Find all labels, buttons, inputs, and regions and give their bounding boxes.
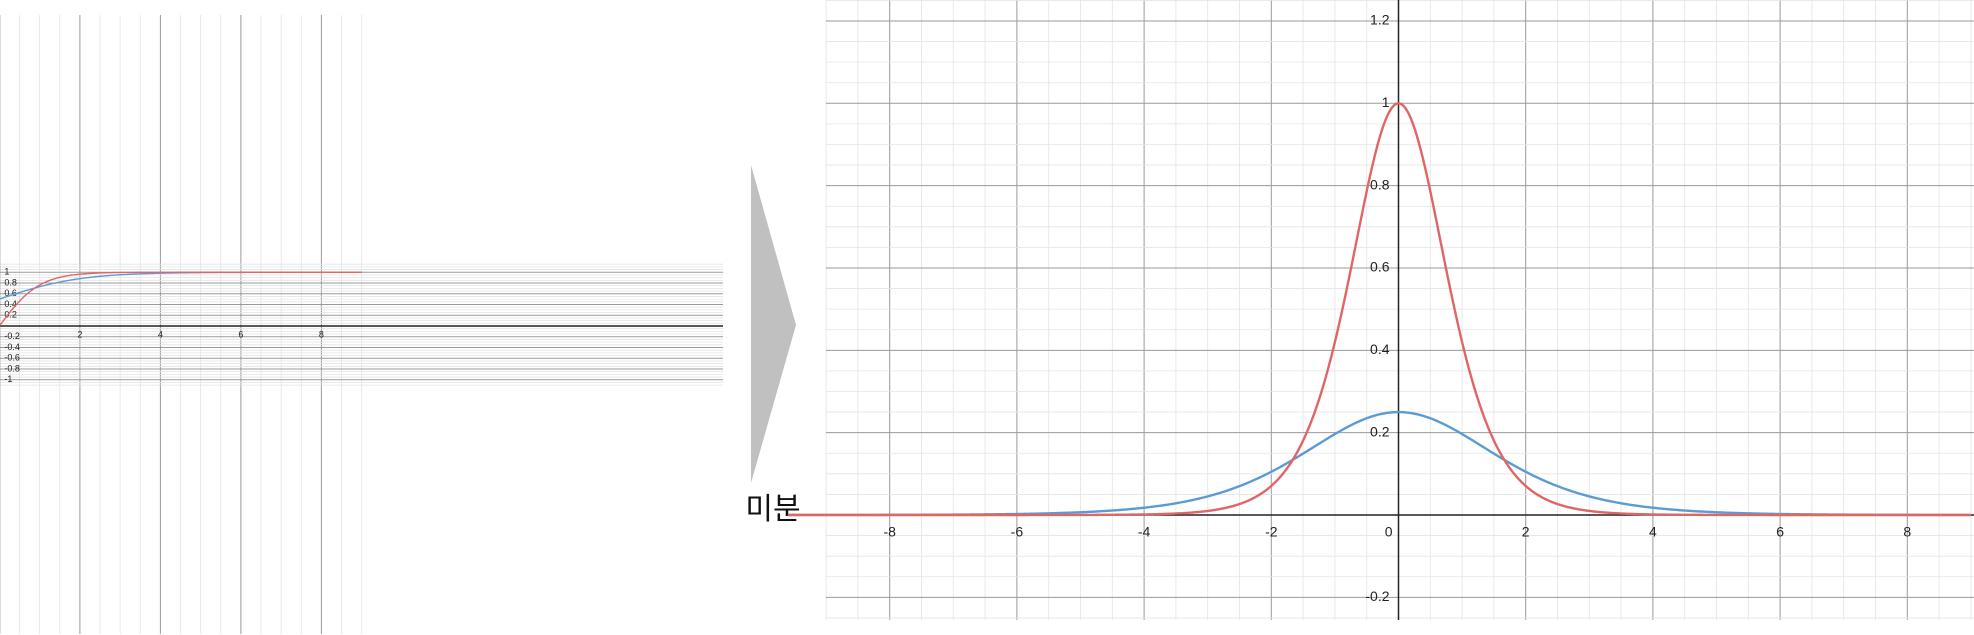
- y-tick-label: 0.2: [4, 310, 17, 320]
- y-tick-label: 1: [1382, 94, 1390, 110]
- x-tick-label: 2: [77, 329, 82, 339]
- y-tick-label: 0.8: [4, 277, 17, 287]
- x-tick-label: 6: [1776, 524, 1784, 540]
- derivatives-chart: -8 -6 -4 -2 0 2 4 6 8 1.2 1 0.8 0.6 0.4 0.2 -0.2: [787, 0, 1974, 620]
- x-tick-label: 4: [1649, 524, 1657, 540]
- derivative-arrow: 미분: [745, 165, 801, 527]
- y-tick-label: 0.6: [1370, 259, 1390, 275]
- x-tick-label: 2: [1522, 524, 1530, 540]
- y-tick-label: 1.2: [1370, 12, 1390, 28]
- grid: [825, 0, 1974, 620]
- y-tick-label: -0.2: [1365, 588, 1389, 604]
- arrow-shape: [751, 165, 796, 483]
- activation-functions-chart: -8-6-4-20246810.80.60.40.2-0.2-0.4-0.6-0…: [0, 15, 723, 634]
- y-tick-label: -0.8: [4, 363, 20, 373]
- x-tick-label: 6: [238, 329, 243, 339]
- y-tick-label: 1: [4, 267, 9, 277]
- x-tick-label: 0: [1385, 524, 1393, 540]
- x-tick-label: 8: [319, 329, 324, 339]
- series-line-red: [0, 271, 362, 327]
- y-tick-label: 0.4: [4, 299, 17, 309]
- y-tick-label: 0.4: [1370, 341, 1390, 357]
- y-tick-label: -0.2: [4, 331, 20, 341]
- x-tick-label: -2: [1265, 524, 1278, 540]
- series-line-red: [787, 102, 1971, 517]
- grid: [0, 15, 723, 634]
- y-tick-label: 0.6: [4, 288, 17, 298]
- y-tick-label: 0.2: [1370, 423, 1390, 439]
- x-tick-label: -8: [883, 524, 896, 540]
- y-tick-label: -0.4: [4, 342, 20, 352]
- arrow-label: 미분: [745, 492, 800, 527]
- x-tick-label: -6: [1011, 524, 1024, 540]
- x-tick-label: -4: [1138, 524, 1151, 540]
- y-tick-label: 0.8: [1370, 176, 1390, 192]
- y-tick-label: -0.6: [4, 353, 20, 363]
- y-tick-label: -1: [4, 374, 12, 384]
- x-tick-label: 8: [1903, 524, 1911, 540]
- x-tick-label: 4: [158, 329, 163, 339]
